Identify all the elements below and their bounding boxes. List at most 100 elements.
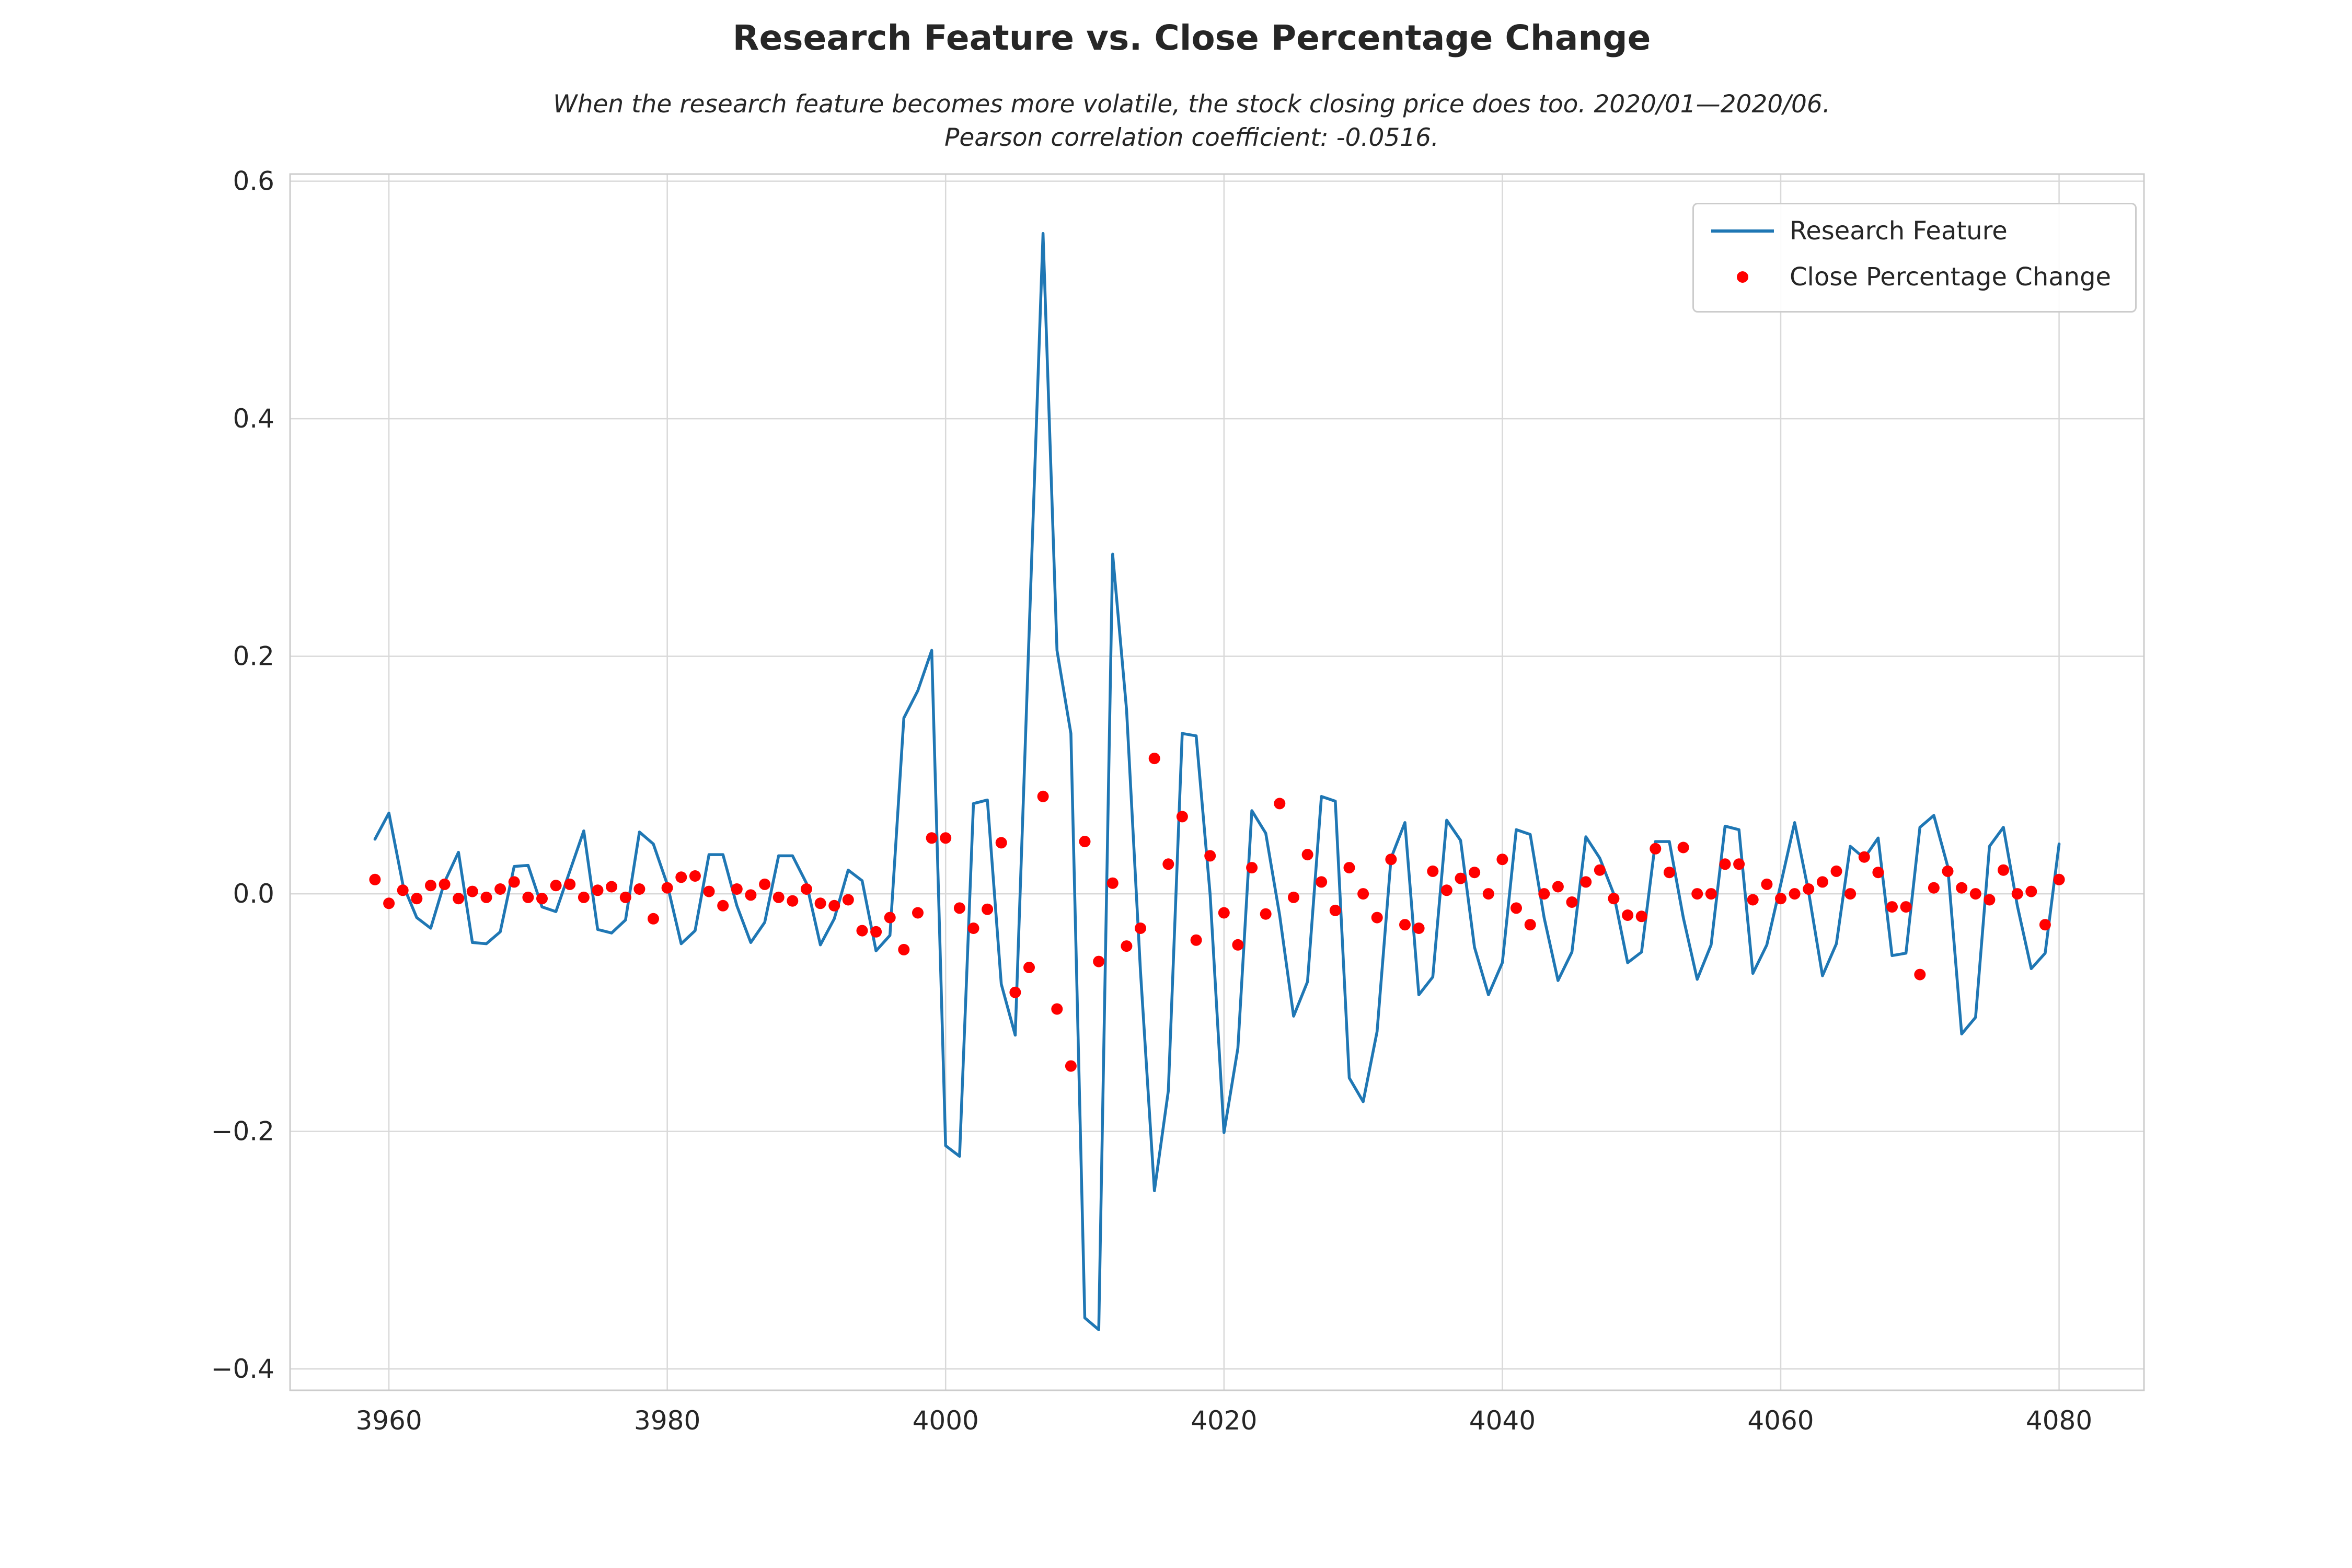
- close-percentage-change-point: [494, 883, 506, 895]
- close-percentage-change-point: [1413, 923, 1425, 934]
- legend-label: Close Percentage Change: [1790, 262, 2112, 292]
- close-percentage-change-point: [926, 832, 938, 844]
- close-percentage-change-point: [884, 912, 896, 924]
- close-percentage-change-point: [661, 882, 673, 894]
- close-percentage-change-point: [1816, 876, 1828, 888]
- close-percentage-change-point: [675, 871, 687, 883]
- close-percentage-change-point: [1469, 867, 1481, 879]
- close-percentage-change-point: [731, 883, 743, 895]
- close-percentage-change-point: [1051, 1003, 1063, 1015]
- close-percentage-change-point: [703, 885, 715, 897]
- close-percentage-change-point: [508, 876, 520, 888]
- close-percentage-change-point: [745, 889, 757, 901]
- close-percentage-change-point: [1218, 907, 1230, 919]
- close-percentage-change-point: [1037, 790, 1049, 802]
- close-percentage-change-point: [1928, 882, 1940, 894]
- close-percentage-change-point: [522, 891, 534, 903]
- close-percentage-change-point: [940, 832, 952, 844]
- x-tick-label: 4020: [1191, 1405, 1257, 1436]
- close-percentage-change-point: [1984, 894, 1996, 906]
- close-percentage-change-point: [856, 925, 868, 937]
- close-percentage-change-point: [1399, 919, 1411, 931]
- close-percentage-change-point: [1635, 910, 1647, 923]
- line-sample-icon: [1711, 229, 1774, 233]
- close-percentage-change-point: [1427, 865, 1439, 877]
- close-percentage-change-point: [1998, 864, 2009, 876]
- close-percentage-change-point: [1511, 902, 1522, 914]
- close-percentage-change-point: [439, 878, 451, 890]
- close-percentage-change-point: [1650, 843, 1662, 855]
- close-percentage-change-point: [759, 878, 771, 890]
- close-percentage-change-point: [425, 880, 436, 892]
- close-percentage-change-point: [1023, 962, 1035, 973]
- close-percentage-change-point: [953, 902, 965, 914]
- close-percentage-change-point: [1594, 864, 1606, 876]
- close-percentage-change-point: [967, 923, 979, 934]
- close-percentage-change-point: [1204, 850, 1216, 862]
- close-percentage-change-point: [1705, 888, 1717, 900]
- close-percentage-change-point: [773, 891, 785, 903]
- close-percentage-change-point: [1329, 904, 1341, 916]
- close-percentage-change-point: [1316, 876, 1328, 888]
- close-percentage-change-point: [1719, 858, 1731, 870]
- legend-dot-swatch: [1710, 271, 1775, 283]
- close-percentage-change-point: [2025, 885, 2037, 897]
- close-percentage-change-point: [1496, 854, 1508, 866]
- close-percentage-change-point: [550, 880, 562, 892]
- close-percentage-change-point: [592, 884, 604, 896]
- close-percentage-change-point: [1691, 888, 1703, 900]
- close-percentage-change-point: [2039, 919, 2051, 931]
- close-percentage-change-point: [606, 881, 618, 893]
- research-feature-line: [373, 232, 2061, 1331]
- close-percentage-change-point: [1538, 888, 1550, 900]
- legend-line-swatch: [1710, 229, 1775, 233]
- close-percentage-change-point: [1663, 867, 1675, 879]
- close-percentage-change-point: [870, 926, 882, 938]
- close-percentage-change-point: [1009, 986, 1021, 998]
- x-tick-label: 4080: [2026, 1405, 2092, 1436]
- close-percentage-change-point: [536, 893, 548, 905]
- x-tick-label: 4000: [913, 1405, 979, 1436]
- close-percentage-change-point: [898, 943, 910, 955]
- close-percentage-change-point: [619, 891, 631, 903]
- close-percentage-change-point: [1482, 888, 1494, 900]
- gridlines: [290, 174, 2144, 1390]
- close-percentage-change-point: [1385, 854, 1397, 866]
- close-percentage-change-point: [842, 894, 854, 906]
- close-percentage-change-point: [800, 883, 812, 895]
- close-percentage-change-point: [411, 893, 423, 905]
- close-percentage-change-point: [1106, 877, 1119, 889]
- close-percentage-change-point: [369, 873, 381, 885]
- y-tick-label: 0.2: [233, 641, 274, 672]
- close-percentage-change-point: [1775, 893, 1786, 905]
- close-percentage-change-point: [1886, 901, 1898, 913]
- y-tick-label: 0.4: [233, 403, 274, 434]
- close-percentage-change-point: [912, 907, 924, 919]
- legend: Research Feature Close Percentage Change: [1692, 203, 2137, 313]
- close-percentage-change-point: [1761, 878, 1773, 890]
- close-percentage-change-point: [1608, 893, 1620, 905]
- close-percentage-change-point: [480, 891, 492, 903]
- close-percentage-change-point: [1288, 891, 1299, 903]
- close-percentage-change-point: [453, 893, 465, 905]
- legend-label: Research Feature: [1790, 216, 2008, 246]
- close-percentage-change-point: [1162, 858, 1174, 870]
- y-tick-label: 0.0: [233, 879, 274, 909]
- close-percentage-change-point: [1190, 934, 1202, 946]
- chart-title: Research Feature vs. Close Percentage Ch…: [732, 18, 1651, 58]
- close-percentage-change-point: [1733, 858, 1745, 870]
- close-percentage-change-point: [1176, 811, 1188, 823]
- close-percentage-change-point: [814, 897, 826, 909]
- close-percentage-change-point: [1858, 851, 1870, 863]
- y-tick-label: 0.6: [233, 166, 274, 197]
- close-percentage-change-point: [1900, 901, 1912, 913]
- legend-item-research-feature: Research Feature: [1694, 211, 2135, 251]
- chart-subtitle: When the research feature becomes more v…: [0, 88, 2352, 155]
- axis-tick-labels: −0.4 −0.2 0.0 0.2 0.4 0.6 3960 3980 4000 4020 4040…: [211, 166, 2093, 1436]
- close-percentage-change-point: [1956, 882, 1968, 894]
- close-percentage-change-point: [982, 903, 994, 915]
- close-percentage-change-point: [1524, 919, 1536, 931]
- close-percentage-change-point: [828, 900, 840, 912]
- close-percentage-change-point: [1747, 894, 1759, 906]
